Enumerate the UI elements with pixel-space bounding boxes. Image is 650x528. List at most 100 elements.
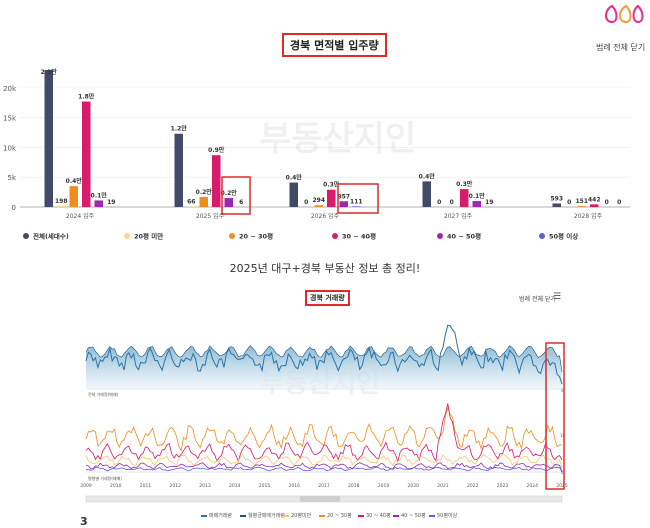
chart1-data-label: 0.9만 (208, 146, 225, 154)
chart1-x-tick-label: 2026 입주 (311, 212, 340, 220)
chart1-data-label: 0.3만 (456, 180, 473, 188)
chart1-bar (472, 201, 481, 207)
chart1-labels: 2.3만1980.4만1.8만0.1만191.2만660.2만0.9만0.2만6… (41, 68, 622, 206)
chart1-data-label: 0.4만 (286, 174, 303, 182)
chart2-size-panel (85, 403, 563, 473)
chart1-legend-item: 50평 이상 (549, 232, 578, 241)
chart1-bar (199, 196, 208, 207)
chart2-legend-label: 20 ~ 30평 (327, 513, 352, 519)
chart1-data-label: 19 (107, 199, 115, 206)
chart2-legend-label: 30 ~ 40평 (366, 513, 391, 519)
chart2-x-tick-label: 2024 (527, 483, 539, 489)
chart2-x-axis: 2009 2010 2011 2012 2013 2014 2015 2016 2017 2018… (80, 483, 568, 489)
chart1-data-label: 0.4만 (66, 177, 83, 185)
chart1-legend-marker (437, 233, 443, 239)
chart2-legend-item[interactable]: 20 ~ 30평 (319, 512, 352, 519)
chart1-legend-item: 20 ~ 30평 (239, 232, 273, 241)
hamburger-menu-icon[interactable]: ☰ (553, 292, 562, 302)
chart2-avg-area (86, 345, 562, 389)
chart1-grid (20, 87, 630, 208)
chart1-y-tick-label: 15k (3, 115, 17, 123)
chart1-bar (577, 206, 586, 207)
chart2-right-axis-label-top: 0 (561, 388, 564, 393)
chart2-navigator-handle (300, 496, 340, 502)
chart2-legend-label: 20평미만 (291, 513, 312, 519)
chart1-bar (224, 198, 233, 207)
chart1-data-label: 6 (239, 199, 243, 206)
chart1-bar (590, 204, 599, 207)
chart1-bar (339, 201, 348, 207)
chart2-panel-label-total: 전체 거래량(매매) (88, 391, 119, 397)
chart1-data-label: 957 (337, 193, 350, 200)
chart1-bar (552, 203, 561, 207)
chart2-legend-item[interactable]: 20평미만 (283, 512, 311, 519)
chart1-bar (57, 205, 66, 207)
chart2-size-line (85, 466, 563, 473)
chart2-legend-item[interactable]: 매매거래량 (201, 512, 232, 519)
chart2-x-tick-label: 2018 (348, 483, 360, 489)
chart2-legend-item[interactable]: 월평균매매거래량 (240, 512, 285, 519)
highlight-box-2025-small (221, 176, 251, 215)
chart2-legend-item[interactable]: 40 ~ 50평 (393, 512, 426, 519)
chart1-x-labels: 2024 입주 2025 입주 2026 입주 2027 입주 2028 입주 (66, 212, 603, 220)
chart2-x-tick-label: 2010 (110, 483, 122, 489)
chart2-legend-label: 월평균매매거래량 (248, 513, 285, 519)
chart1-y-tick-label: 0 (12, 204, 16, 212)
chart2-right-axis-label-bottom: 0 (561, 470, 564, 475)
chart1-legend-close-button[interactable]: 범례 전체 닫기 (596, 43, 646, 52)
chart1-data-label: 151 (575, 198, 588, 205)
chart2-x-tick-label: 2022 (467, 483, 479, 489)
chart1-data-label: 0.1만 (91, 191, 108, 199)
chart2-legend-swatch (393, 514, 399, 517)
chart1-legend-marker (23, 233, 29, 239)
chart2-legend-label: 50평이상 (437, 513, 458, 519)
chart1-data-label: 0.3만 (323, 181, 340, 189)
chart1-x-tick-label: 2024 입주 (66, 212, 95, 220)
chart1-data-label: 1.8만 (78, 93, 95, 101)
chart2-legend-label: 40 ~ 50평 (401, 513, 426, 519)
chart2-x-tick-label: 2012 (170, 483, 182, 489)
chart2-legend-close-button[interactable]: 범례 전체 닫기 (519, 296, 556, 303)
chart2-x-tick-label: 2009 (80, 483, 92, 489)
chart1-x-tick-label: 2027 입주 (444, 212, 473, 220)
chart2-x-tick-label: 2025 (556, 483, 568, 489)
chart2-total-panel (85, 324, 563, 390)
chart1-legend: 전체(세대수) 20평 미만 20 ~ 30평 30 ~ 40평 40 ~ 50평 50평… (23, 232, 578, 241)
chart2-legend-swatch (429, 514, 435, 517)
chart2-x-tick-label: 2017 (318, 483, 330, 489)
chart2-x-tick-label: 2015 (259, 483, 271, 489)
chart2-legend-swatch (240, 514, 246, 517)
chart1-legend-item: 40 ~ 50평 (447, 232, 481, 241)
chart2-title: 경북 거래량 (305, 290, 350, 306)
chart2-panel-label-size: 평형별 거래량(매매) (88, 475, 122, 481)
chart2-x-tick-label: 2019 (378, 483, 390, 489)
chart1-data-label: 0 (567, 199, 571, 206)
chart1-legend-marker (332, 233, 338, 239)
chart2-legend-swatch (201, 514, 207, 517)
chart1-data-label: 0 (617, 199, 621, 206)
chart2-legend-label: 매매거래량 (209, 513, 233, 519)
pink-loop-logo-icon (605, 4, 644, 24)
chart2-x-tick-label: 2021 (437, 483, 449, 489)
chart1-legend-marker (229, 233, 235, 239)
chart2-legend-item[interactable]: 50평이상 (429, 512, 457, 519)
page-bottom-mark: 3 (80, 515, 88, 528)
chart2-size-line (85, 403, 563, 464)
chart1-data-label: 19 (485, 199, 493, 206)
chart1-title: 경북 면적별 입주량 (282, 33, 387, 57)
chart1-bar (422, 181, 431, 207)
chart1-bar (352, 206, 361, 207)
chart2-legend-item[interactable]: 30 ~ 40평 (358, 512, 391, 519)
chart1-data-label: 0 (304, 199, 308, 206)
chart1-data-label: 0.2만 (221, 189, 238, 197)
chart1-bar (289, 182, 298, 207)
chart2-legend-swatch (319, 514, 325, 517)
chart1-legend-item: 30 ~ 40평 (342, 232, 376, 241)
chart1-bar (69, 186, 78, 207)
chart2-size-line (85, 454, 563, 469)
chart1-data-label: 2.3만 (41, 68, 58, 76)
chart1-data-label: 0 (450, 199, 454, 206)
highlight-box-2025-recent (545, 342, 565, 490)
chart1-x-tick-label: 2028 입주 (574, 212, 603, 220)
